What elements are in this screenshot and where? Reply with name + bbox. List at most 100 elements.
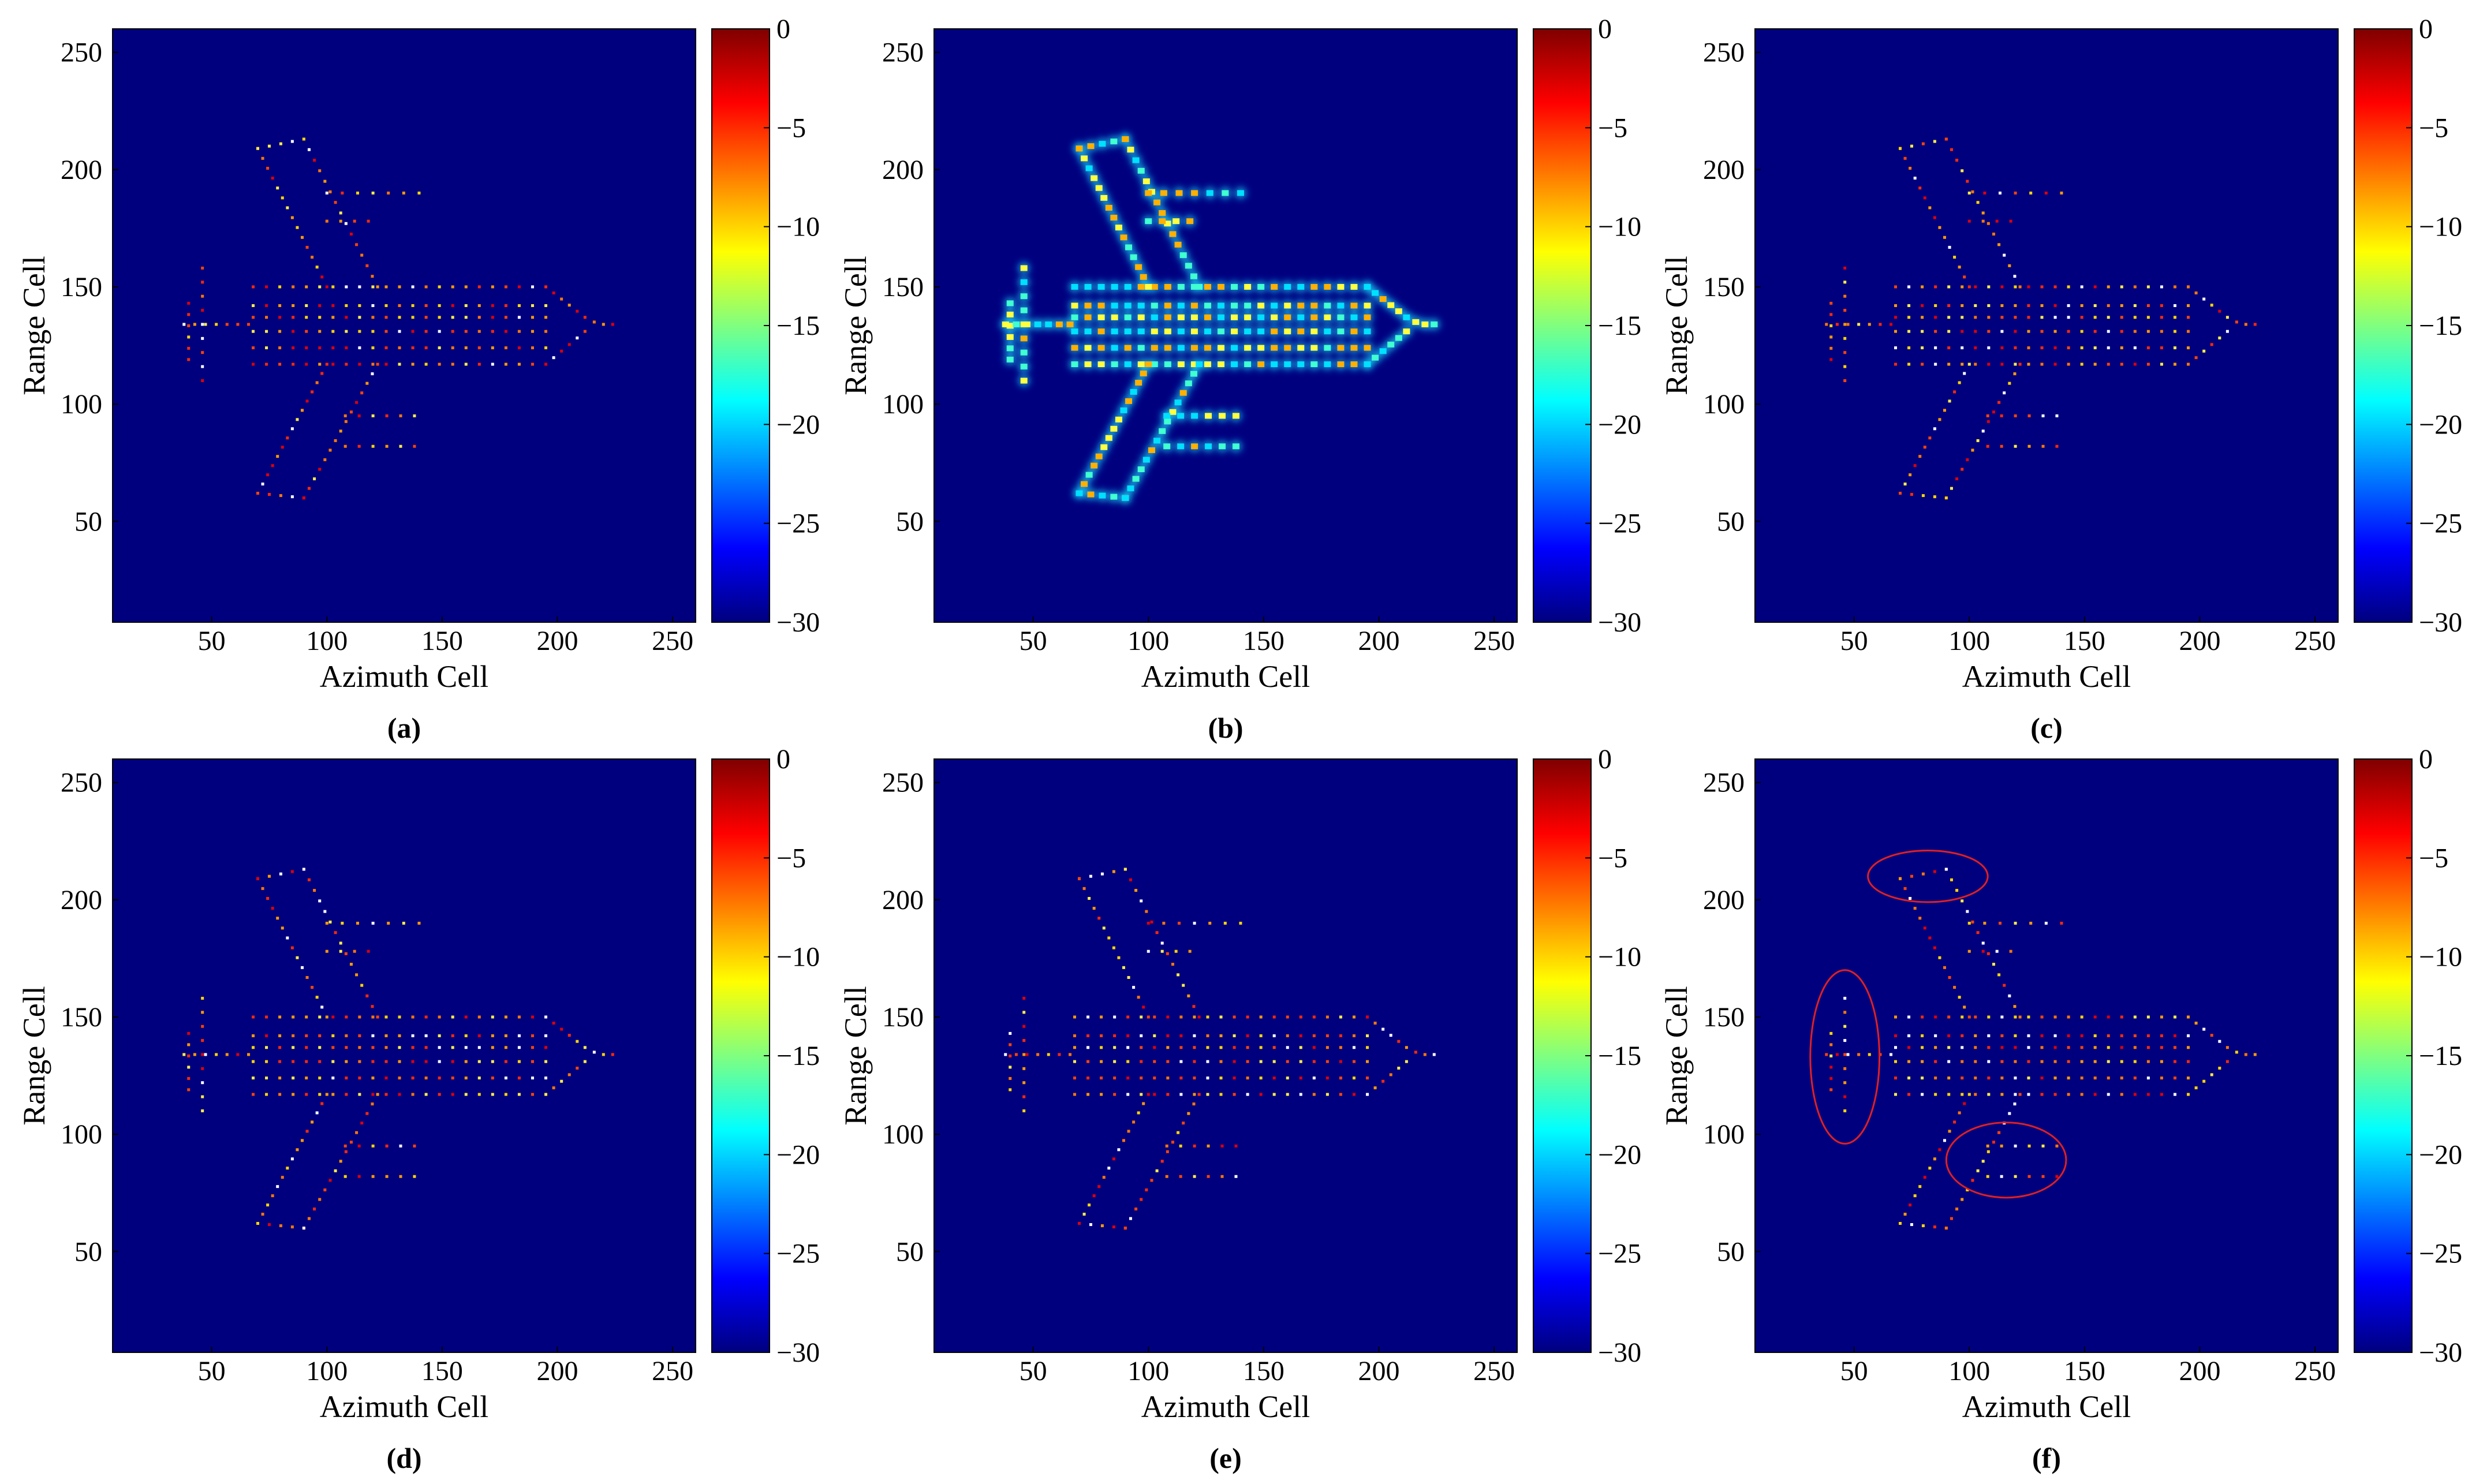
- scatterer-point: [1966, 458, 1969, 461]
- scatterer-point: [2133, 285, 2137, 289]
- scatterer-point: [1097, 314, 1105, 320]
- scatterer-point: [1246, 1046, 1249, 1049]
- scatterer-point: [252, 362, 255, 366]
- scatterer-point: [1894, 304, 1898, 307]
- scatterer-point: [464, 316, 468, 319]
- scatterer-point: [1987, 285, 1991, 289]
- scatterer-point: [1950, 878, 1953, 881]
- scatterer-point: [1364, 328, 1371, 335]
- scatterer-point: [576, 1067, 579, 1070]
- scatterer-point: [1082, 887, 1086, 890]
- scatterer-point: [1272, 1046, 1276, 1049]
- scatterer-point: [2014, 285, 2017, 289]
- scatterer-point: [302, 868, 305, 871]
- scatterer-point: [345, 285, 348, 289]
- scatterer-point: [1971, 448, 1974, 452]
- scatterer-point: [1193, 1076, 1196, 1080]
- scatterer-point: [1987, 1093, 1991, 1096]
- scatterer-point: [384, 1015, 388, 1019]
- scatterer-point: [2053, 1034, 2057, 1037]
- scatterer-point: [1219, 413, 1226, 419]
- scatterer-point: [318, 1046, 322, 1049]
- scatterer-point: [1073, 1015, 1077, 1019]
- scatterer-point: [371, 414, 375, 417]
- scatterer-point: [1350, 328, 1358, 335]
- scatterer-point: [1078, 877, 1081, 880]
- scatterer-point: [1953, 390, 1956, 394]
- scatterer-point: [1100, 1034, 1103, 1037]
- scatterer-point: [384, 285, 388, 289]
- scatterer-point: [325, 285, 328, 289]
- y-axis-label: Range Cell: [1659, 256, 1694, 395]
- scatterer-point: [1219, 1060, 1223, 1063]
- scatterer-point: [1992, 410, 1995, 414]
- scatterer-point: [1190, 302, 1198, 309]
- scatterer-point: [398, 316, 401, 319]
- scatterer-point: [1163, 413, 1171, 419]
- scatterer-point: [349, 410, 353, 414]
- scatterer-point: [2003, 253, 2006, 257]
- scatterer-point: [451, 285, 454, 289]
- scatterer-point: [1921, 1046, 1924, 1049]
- scatterer-point: [2202, 349, 2206, 353]
- scatterer-point: [1177, 328, 1185, 335]
- scatterer-point: [1246, 1060, 1249, 1063]
- scatterer-point: [2040, 285, 2044, 289]
- scatterer-point: [1179, 252, 1187, 259]
- scatterer-point: [1934, 1060, 1937, 1063]
- scatterer-point: [325, 950, 328, 953]
- scatterer-point: [1097, 302, 1105, 309]
- y-tick-label: 150: [1703, 272, 1745, 302]
- scatterer-point: [2160, 330, 2163, 333]
- scatterer-point: [1843, 281, 1847, 284]
- scatterer-point: [531, 362, 534, 366]
- scatterer-point: [2040, 316, 2044, 319]
- scatterer-point: [358, 1060, 361, 1063]
- scatterer-point: [1223, 921, 1227, 925]
- scatterer-point: [1082, 1213, 1086, 1216]
- scatterer-point: [1006, 323, 1014, 329]
- scatterer-point: [357, 1144, 361, 1147]
- scatterer-point: [1894, 285, 1898, 289]
- scatterer-point: [1151, 361, 1158, 368]
- scatterer-point: [611, 1053, 614, 1056]
- scatterer-point: [2041, 414, 2045, 417]
- scatterer-point: [345, 1060, 348, 1063]
- scatterer-point: [1947, 330, 1951, 333]
- scatterer-point: [305, 1015, 308, 1019]
- scatterer-point: [1089, 1223, 1092, 1227]
- y-tick-label: 100: [882, 389, 924, 420]
- scatterer-point: [1843, 1067, 1847, 1070]
- scatterer-point: [438, 362, 441, 366]
- scatterer-point: [1974, 1046, 1977, 1049]
- scatterer-point: [1271, 302, 1278, 309]
- scatterer-point: [1414, 1051, 1417, 1054]
- scatterer-point: [371, 444, 375, 448]
- scatterer-point: [2133, 346, 2137, 350]
- scatterer-point: [1894, 1034, 1898, 1037]
- scatterer-point: [1284, 345, 1291, 351]
- scatterer-point: [1097, 917, 1101, 920]
- scatterer-point: [323, 910, 327, 913]
- scatterer-point: [398, 304, 401, 307]
- scatterer-point: [1352, 1093, 1356, 1096]
- scatterer-point: [1246, 1076, 1249, 1080]
- scatterer-point: [384, 1076, 388, 1080]
- scatterer-point: [1961, 304, 1964, 307]
- scatterer-point: [1829, 346, 1833, 350]
- scatterer-point: [360, 391, 364, 395]
- scatterer-point: [2253, 1053, 2257, 1056]
- colorbar-tick-label: −15: [2419, 1041, 2462, 1071]
- scatterer-point: [384, 1034, 388, 1037]
- scatterer-point: [2018, 285, 2022, 289]
- scatterer-point: [1259, 1046, 1263, 1049]
- scatterer-point: [464, 362, 468, 366]
- scatterer-point: [1206, 1046, 1209, 1049]
- scatterer-point: [2000, 330, 2004, 333]
- scatterer-point: [1325, 1034, 1329, 1037]
- scatterer-point: [2146, 285, 2150, 289]
- scatterer-point: [2160, 362, 2163, 366]
- scatterer-point: [305, 399, 309, 403]
- scatterer-point: [1222, 190, 1229, 196]
- scatterer-point: [1113, 1076, 1116, 1080]
